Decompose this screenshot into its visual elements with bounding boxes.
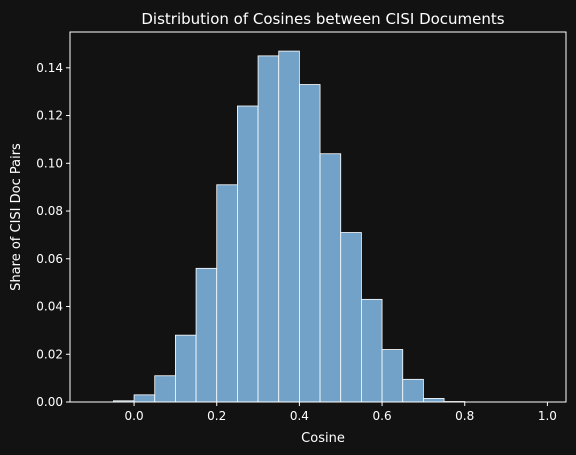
histogram-bar [402, 378, 424, 403]
histogram-bar [360, 298, 383, 403]
histogram-bar [236, 105, 259, 403]
plot-frame [69, 31, 567, 403]
histogram-bar [216, 184, 238, 403]
y-tick-label: 0.08 [36, 204, 63, 218]
x-tick-label: 0.2 [207, 409, 226, 423]
y-tick-label: 0.10 [36, 156, 63, 170]
axes-border [69, 31, 567, 403]
x-axis-ticks: 0.0 0.2 0.4 0.6 0.8 1.0 [125, 402, 557, 423]
y-tick-label: 0.06 [36, 252, 63, 266]
y-tick-label: 0.14 [36, 61, 63, 75]
histogram-bar [133, 394, 156, 403]
x-axis-label: Cosine [301, 431, 345, 446]
x-tick-label: 0.6 [373, 409, 392, 423]
histogram-bar [422, 398, 445, 403]
histogram-bar [257, 55, 280, 403]
x-tick-label: 1.0 [538, 409, 557, 423]
histogram-bar [174, 334, 197, 403]
histogram-bar [154, 375, 176, 403]
histogram-bar [340, 232, 362, 403]
y-tick-label: 0.12 [36, 109, 63, 123]
chart-title: Distribution of Cosines between CISI Doc… [141, 10, 504, 28]
x-tick-label: 0.0 [125, 409, 144, 423]
y-tick-label: 0.04 [36, 300, 63, 314]
histogram-bar [195, 267, 218, 403]
y-tick-label: 0.02 [36, 347, 63, 361]
x-tick-label: 0.4 [290, 409, 309, 423]
x-tick-label: 0.8 [455, 409, 474, 423]
histogram-bar [278, 50, 300, 403]
y-axis-ticks: 0.00 0.02 0.04 0.06 0.08 0.10 0.12 0.14 [36, 61, 70, 409]
y-tick-label: 0.00 [36, 395, 63, 409]
histogram-bar [298, 84, 321, 403]
y-axis-label: Share of CISI Doc Pairs [9, 143, 24, 291]
bars-group [113, 50, 466, 403]
histogram-bar [319, 153, 342, 403]
histogram-bar [381, 349, 404, 403]
